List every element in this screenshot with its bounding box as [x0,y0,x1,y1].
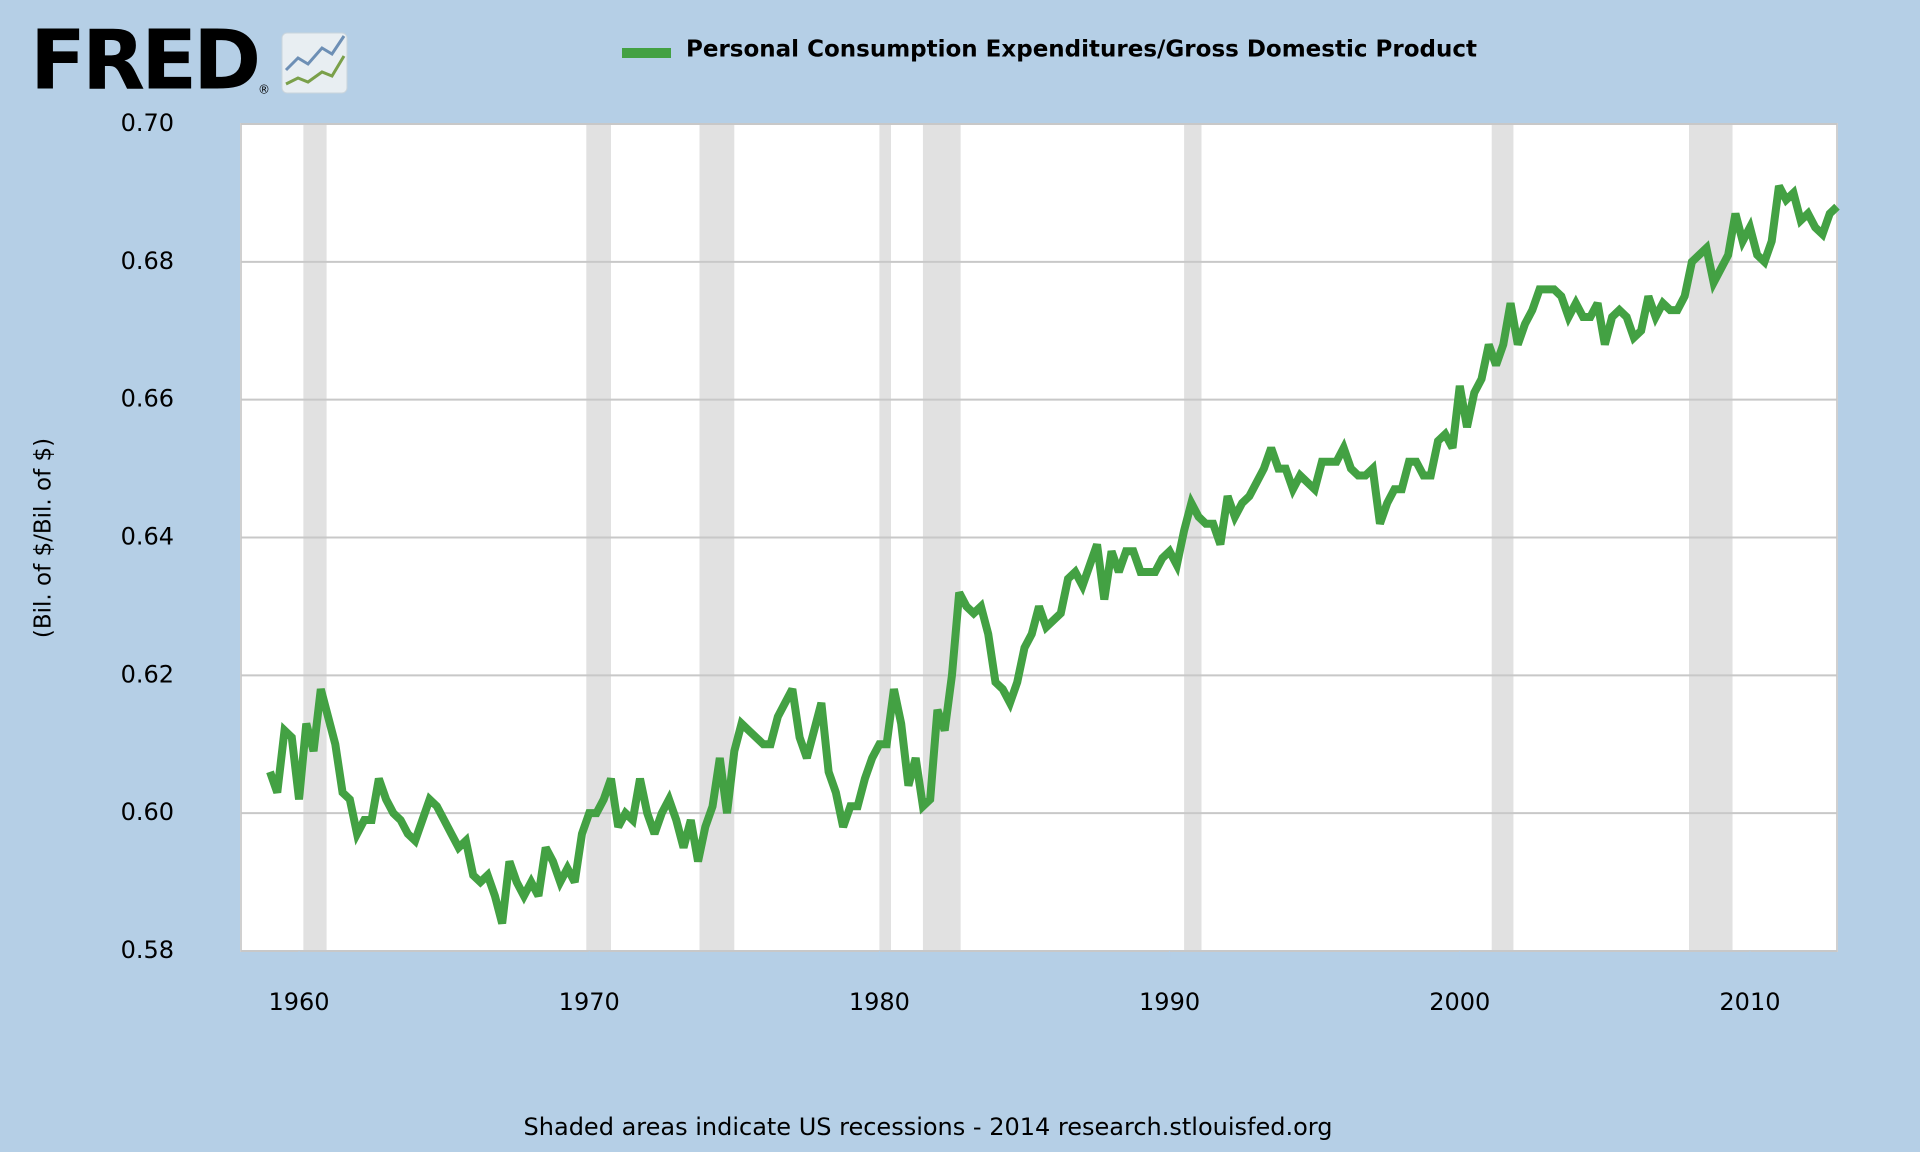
logo-mark: ® [258,83,270,97]
x-tick-label: 2000 [1429,988,1490,1016]
y-axis-label: (Bil. of $/Bil. of $) [31,438,57,638]
y-tick-label: 0.62 [121,660,174,688]
x-tick-label: 1980 [849,988,910,1016]
y-tick-label: 0.58 [121,936,174,964]
logo-icon-line [285,55,346,86]
x-tick-label: 1960 [268,988,329,1016]
logo-icon-line [284,35,346,72]
x-tick-label: 1990 [1139,988,1200,1016]
y-tick-label: 0.64 [121,523,174,551]
legend-label: Personal Consumption Expenditures/Gross … [686,37,1477,63]
y-tick-label: 0.66 [121,385,174,413]
y-tick-label: 0.68 [121,247,174,275]
logo-text: FRED [30,13,257,108]
legend-swatch [622,48,671,58]
x-tick-label: 1970 [559,988,620,1016]
footer: Shaded areas indicate US recessions - 20… [524,1113,1333,1141]
series-line [266,184,1840,925]
logo: FRED ® [30,13,348,108]
y-tick-label: 0.70 [121,109,174,137]
x-tick-label: 2010 [1719,988,1780,1016]
y-tick-label: 0.60 [121,798,174,826]
